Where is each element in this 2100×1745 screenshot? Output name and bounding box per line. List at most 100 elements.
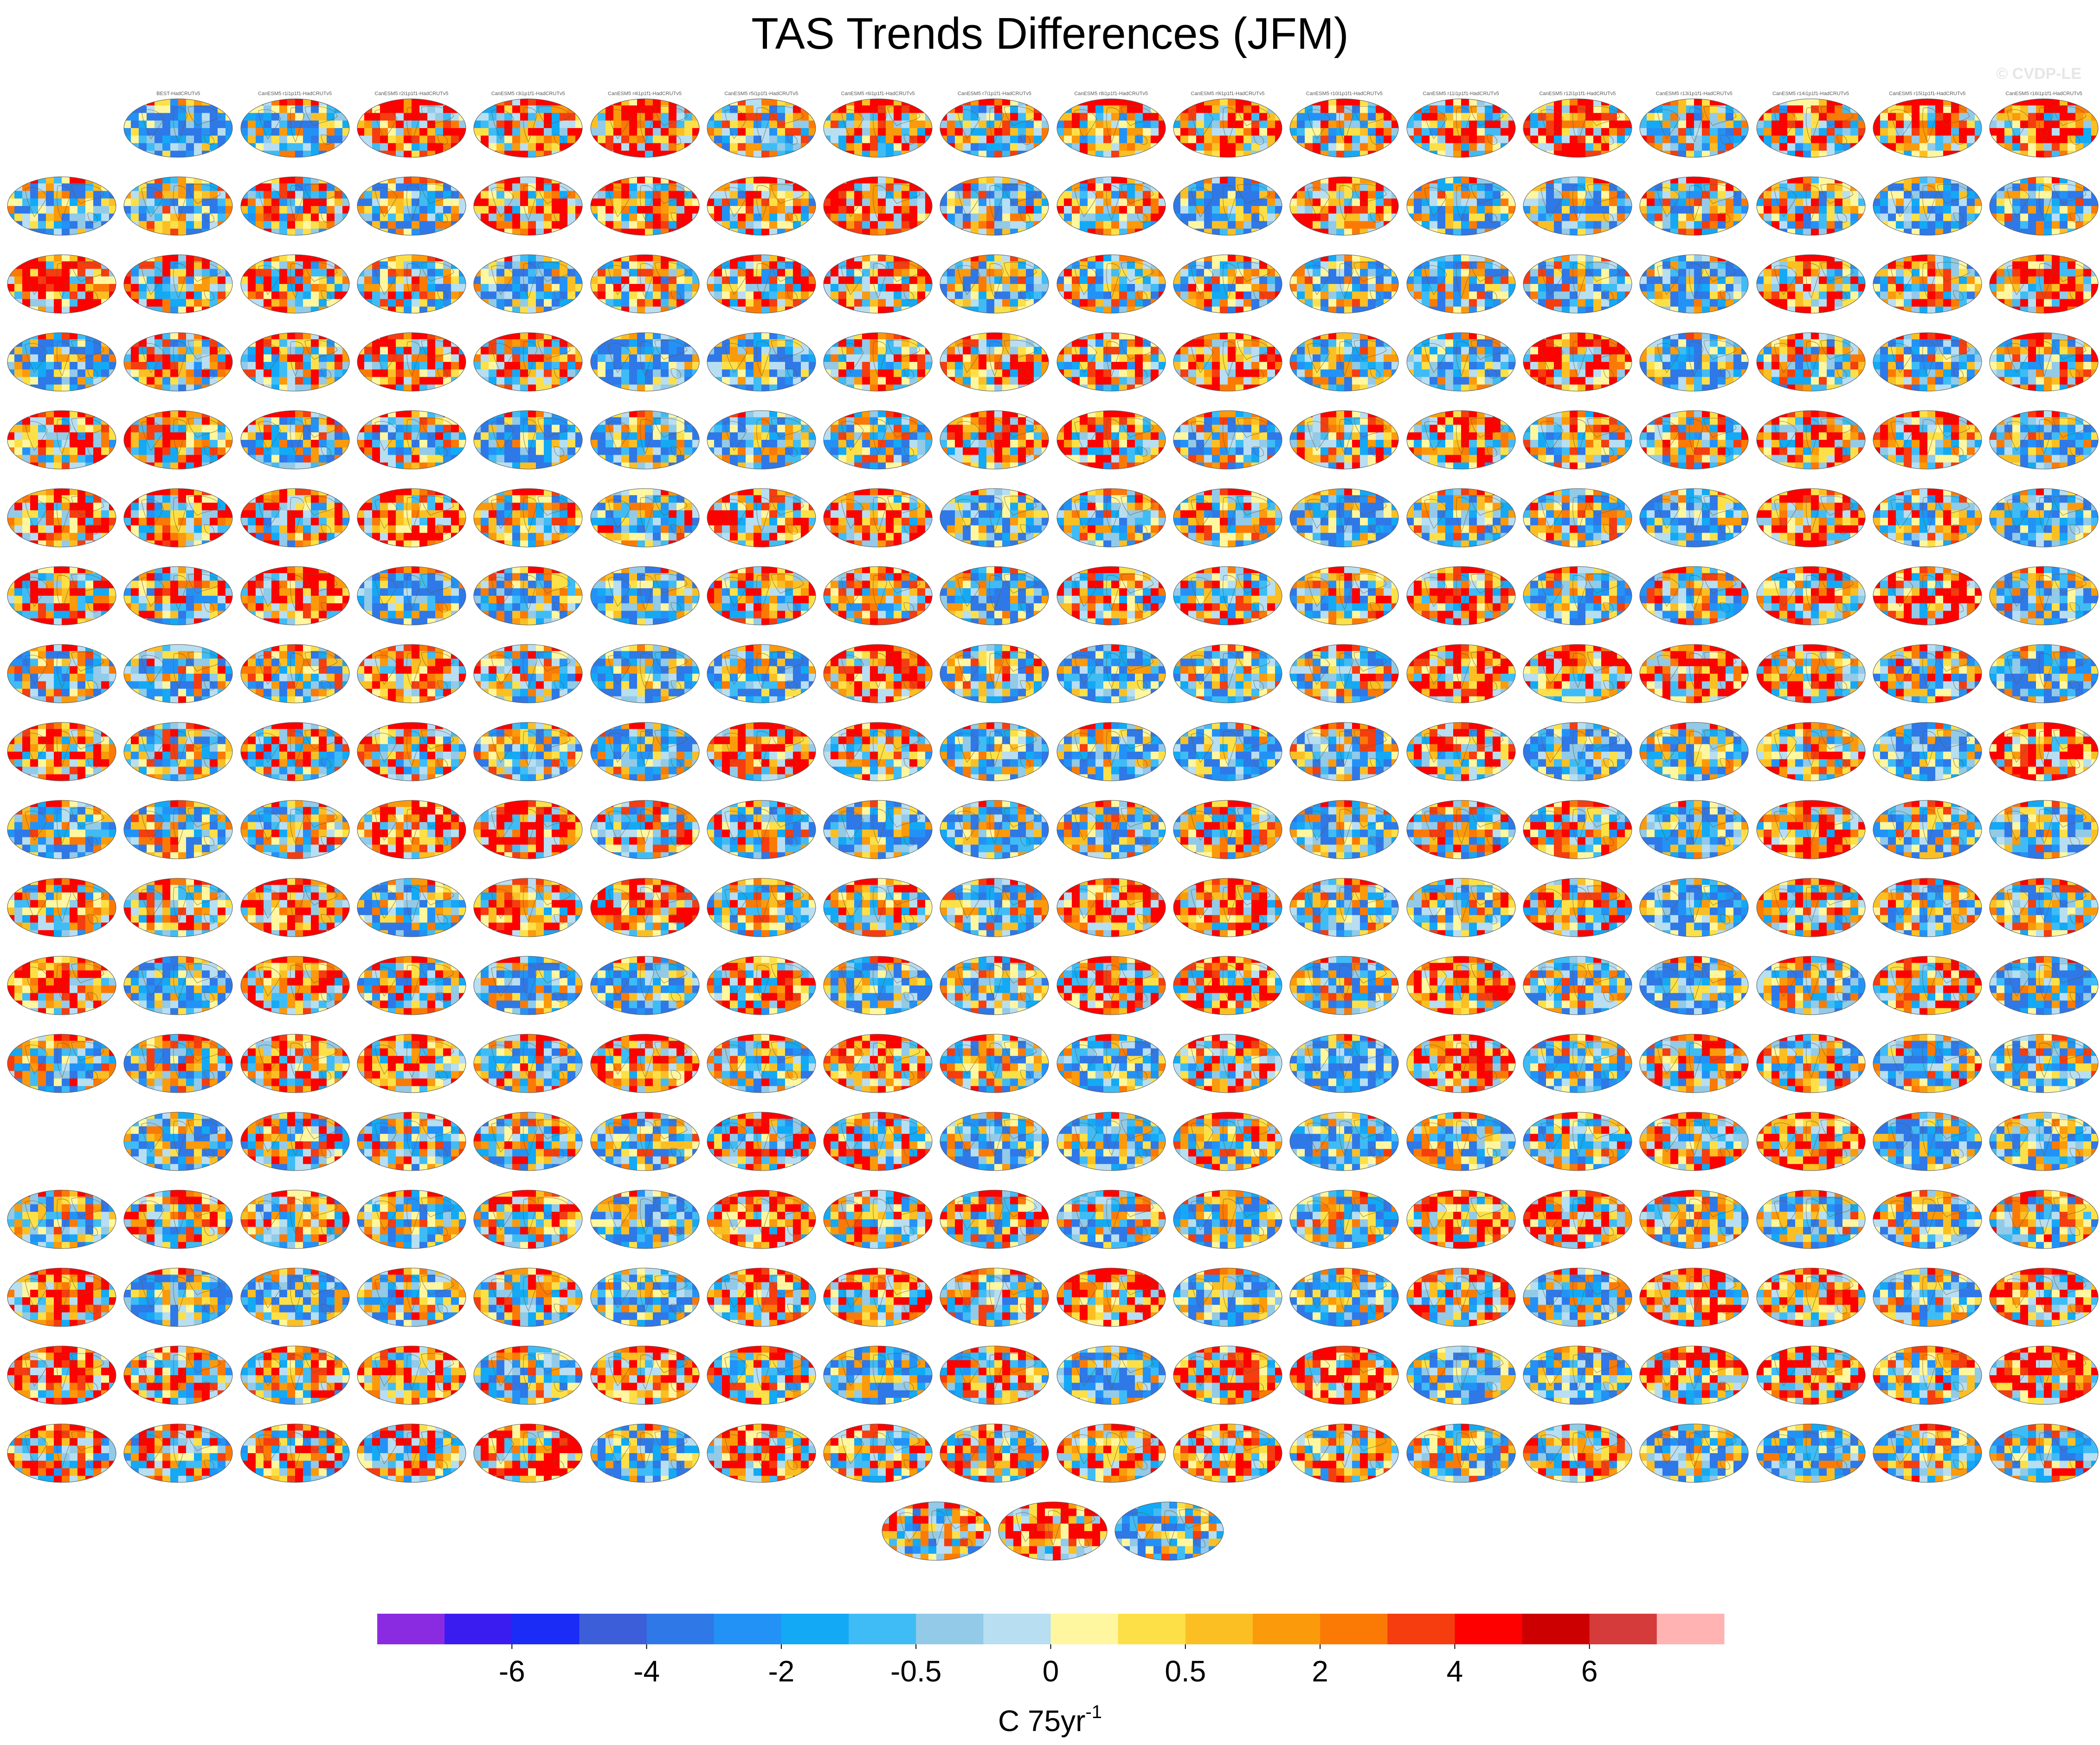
robinson-map bbox=[240, 644, 350, 703]
map-panel bbox=[590, 168, 700, 237]
robinson-map bbox=[590, 488, 699, 547]
map-panel bbox=[473, 1260, 583, 1328]
robinson-map bbox=[7, 800, 116, 859]
robinson-map bbox=[1989, 1112, 2099, 1171]
map-panel bbox=[1056, 1416, 1166, 1484]
panel-label: CanESM5 r2i1p1f1-HadCRUTv5 bbox=[356, 90, 467, 97]
robinson-map bbox=[7, 644, 116, 703]
robinson-map bbox=[123, 332, 233, 392]
map-panel bbox=[1289, 558, 1399, 627]
map-panel bbox=[1289, 1416, 1399, 1484]
map-panel bbox=[240, 1104, 350, 1172]
robinson-map bbox=[1989, 1346, 2099, 1405]
panel-label: CanESM5 r4i1p1f1-HadCRUTv5 bbox=[590, 90, 700, 97]
map-panel bbox=[240, 870, 350, 939]
map-panel bbox=[1756, 1026, 1866, 1095]
robinson-map bbox=[1756, 1346, 1865, 1405]
robinson-map bbox=[473, 410, 583, 470]
robinson-map bbox=[940, 722, 1049, 781]
robinson-map bbox=[1756, 956, 1865, 1015]
robinson-map bbox=[1523, 1268, 1632, 1327]
map-panel bbox=[939, 246, 1050, 315]
map-panel bbox=[1989, 714, 2099, 783]
map-panel bbox=[939, 636, 1050, 705]
robinson-map bbox=[1173, 1112, 1282, 1171]
map-panel bbox=[706, 246, 817, 315]
map-panel bbox=[1756, 480, 1866, 549]
map-panel bbox=[240, 714, 350, 783]
robinson-map bbox=[1756, 254, 1865, 314]
map-panel bbox=[1872, 714, 1983, 783]
robinson-map bbox=[707, 1268, 816, 1327]
robinson-map bbox=[7, 1190, 116, 1249]
robinson-map bbox=[240, 254, 350, 314]
robinson-map bbox=[940, 254, 1049, 314]
robinson-map bbox=[123, 956, 233, 1015]
map-panel: CanESM5 r4i1p1f1-HadCRUTv5 bbox=[590, 90, 700, 159]
robinson-map bbox=[473, 98, 583, 158]
robinson-map bbox=[1989, 176, 2099, 236]
robinson-map bbox=[1639, 254, 1749, 314]
map-panel bbox=[1172, 168, 1283, 237]
map-panel bbox=[1756, 714, 1866, 783]
map-panel bbox=[1522, 480, 1633, 549]
map-panel bbox=[240, 1416, 350, 1484]
robinson-map bbox=[940, 1268, 1049, 1327]
robinson-map bbox=[1289, 254, 1399, 314]
robinson-map bbox=[1756, 566, 1865, 625]
map-panel bbox=[240, 1026, 350, 1095]
robinson-map bbox=[7, 488, 116, 547]
map-panel bbox=[1872, 870, 1983, 939]
map-panel bbox=[240, 558, 350, 627]
map-panel bbox=[356, 558, 467, 627]
map-panel bbox=[939, 402, 1050, 471]
map-panel bbox=[240, 402, 350, 471]
map-panel bbox=[1989, 558, 2099, 627]
map-panel bbox=[1172, 246, 1283, 315]
robinson-map bbox=[1289, 332, 1399, 392]
map-panel bbox=[590, 558, 700, 627]
map-panel bbox=[590, 714, 700, 783]
robinson-map bbox=[1173, 566, 1282, 625]
robinson-map bbox=[1406, 878, 1516, 937]
robinson-map bbox=[1639, 1034, 1749, 1093]
robinson-map bbox=[240, 332, 350, 392]
map-panel bbox=[1756, 870, 1866, 939]
map-panel: CanESM5 r6i1p1f1-HadCRUTv5 bbox=[823, 90, 933, 159]
robinson-map bbox=[707, 98, 816, 158]
robinson-map bbox=[1523, 332, 1632, 392]
robinson-map bbox=[1873, 800, 1982, 859]
map-panel bbox=[1522, 1026, 1633, 1095]
robinson-map bbox=[240, 1034, 350, 1093]
robinson-map bbox=[7, 956, 116, 1015]
robinson-map bbox=[473, 566, 583, 625]
robinson-map bbox=[240, 1190, 350, 1249]
robinson-map bbox=[357, 254, 466, 314]
map-panel bbox=[473, 1104, 583, 1172]
robinson-map bbox=[1989, 488, 2099, 547]
robinson-map bbox=[823, 98, 933, 158]
map-panel bbox=[1522, 1260, 1633, 1328]
map-panels-grid: BEST-HadCRUTv5 CanESM5 r1i1p1f1-HadCRUTv5… bbox=[7, 90, 2099, 1561]
map-panel: CanESM5 r3i1p1f1-HadCRUTv5 bbox=[473, 90, 583, 159]
map-panel bbox=[1639, 1026, 1749, 1095]
robinson-map bbox=[940, 1423, 1049, 1483]
robinson-map bbox=[123, 488, 233, 547]
robinson-map bbox=[1173, 410, 1282, 470]
map-panel bbox=[939, 168, 1050, 237]
map-panel bbox=[939, 870, 1050, 939]
robinson-map bbox=[1406, 254, 1516, 314]
panel-label: CanESM5 r12i1p1f1-HadCRUTv5 bbox=[1522, 90, 1633, 97]
panel-label: CanESM5 r13i1p1f1-HadCRUTv5 bbox=[1639, 90, 1749, 97]
robinson-map bbox=[357, 1190, 466, 1249]
map-panel bbox=[1289, 1260, 1399, 1328]
map-panel bbox=[1056, 558, 1166, 627]
robinson-map bbox=[1989, 644, 2099, 703]
colorbar-tick-label: -6 bbox=[499, 1655, 525, 1688]
map-panel bbox=[1406, 1338, 1516, 1406]
map-panel bbox=[706, 1182, 817, 1250]
robinson-map bbox=[1873, 1190, 1982, 1249]
map-panel bbox=[823, 402, 933, 471]
robinson-map bbox=[1639, 176, 1749, 236]
robinson-map bbox=[473, 488, 583, 547]
